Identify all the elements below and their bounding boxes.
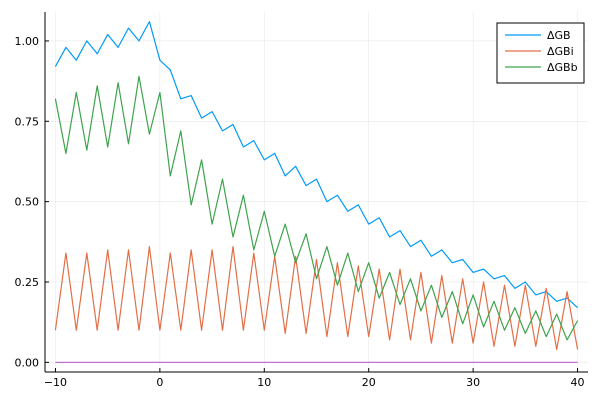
y-tick-label: 0.50 — [15, 196, 40, 209]
y-tick-label: 0.00 — [15, 356, 40, 369]
x-tick-label: 40 — [571, 376, 585, 389]
legend-label: ΔGBb — [547, 61, 578, 74]
y-tick-label: 0.75 — [15, 115, 40, 128]
x-tick-label: 10 — [257, 376, 271, 389]
axes — [44, 12, 588, 373]
series-line-gbi — [54, 246, 579, 351]
x-tick-label: 20 — [362, 376, 376, 389]
x-tick-label: 0 — [156, 376, 163, 389]
legend-box — [496, 22, 585, 84]
legend: ΔGB ΔGBi ΔGBb — [496, 22, 585, 84]
series-line-gb — [54, 21, 579, 309]
series-line-gbb — [54, 75, 579, 341]
y-tick-label: 0.25 — [15, 276, 40, 289]
legend-label: ΔGBi — [547, 45, 574, 58]
legend-label: ΔGB — [547, 29, 571, 42]
y-tick-label: 1.00 — [15, 35, 40, 48]
plot-series — [54, 21, 579, 363]
x-axis-ticks: −10 0 10 20 30 40 — [44, 368, 585, 389]
x-tick-label: −10 — [44, 376, 67, 389]
y-axis-ticks: 0.00 0.25 0.50 0.75 1.00 — [15, 35, 49, 369]
x-tick-label: 30 — [466, 376, 480, 389]
